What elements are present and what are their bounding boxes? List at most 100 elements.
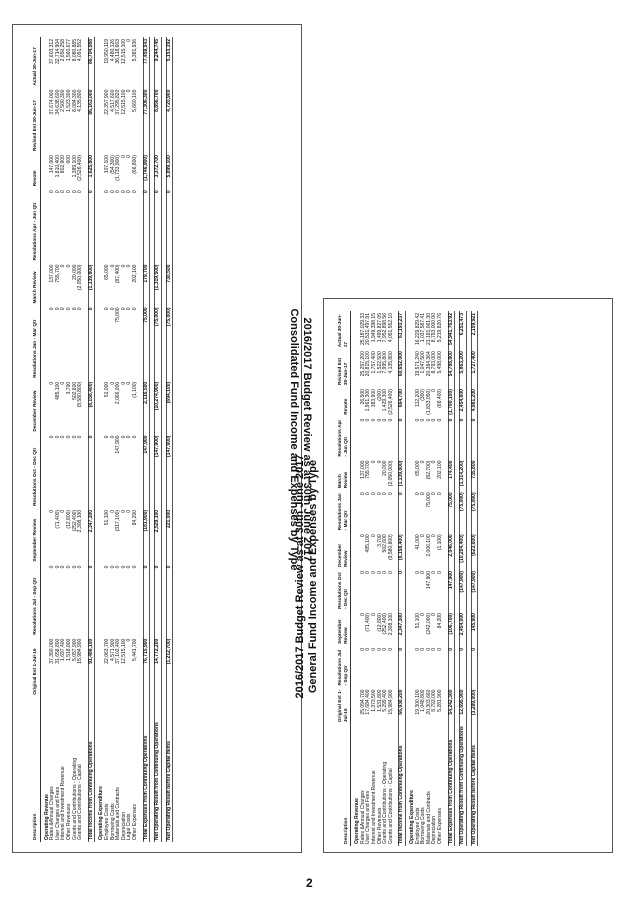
column-header: Resolutions Jul - Sep Qtr bbox=[33, 563, 41, 637]
cell-value: 0 bbox=[143, 188, 150, 263]
cell-value: 0 bbox=[436, 571, 443, 574]
cell-value: (2,050,000) bbox=[77, 264, 84, 291]
cell-value: 0 bbox=[88, 563, 95, 637]
cell-value: 0 bbox=[459, 645, 467, 688]
cell-value: (10,274,900) bbox=[154, 379, 162, 434]
net-result-before-capital-row: Net Operating Result before Capital Item… bbox=[471, 311, 478, 846]
cell-value: 0 bbox=[154, 563, 162, 637]
cell-description: Net Operating Result from Continuing Ope… bbox=[459, 724, 467, 846]
header-row: Description Original Est 1-Jul-16 Resoluti… bbox=[338, 311, 351, 846]
cell-value: (1,212,700) bbox=[166, 636, 173, 697]
cell-value: 54,941,763.92 bbox=[448, 311, 455, 350]
cell-value: (1,139,800) bbox=[398, 458, 406, 491]
cell-value: 735,800 bbox=[471, 458, 478, 491]
cell-value: (1,100) bbox=[436, 534, 443, 551]
cell-value: 84,200 bbox=[131, 509, 138, 526]
column-header: Resolutions Oct - Dec Qtr bbox=[338, 569, 351, 612]
cell-value: (2,526,400) bbox=[387, 389, 394, 415]
cell-value: 4,720,900 bbox=[166, 87, 173, 154]
column-header: Revised Est 30-Jun-17 bbox=[33, 87, 41, 154]
cell-value: (10,204,400) bbox=[459, 532, 467, 570]
cell-value: (147,900) bbox=[154, 433, 162, 508]
cell-value: 147,900 bbox=[143, 433, 150, 508]
column-header: Revised Est 30-Jun-17 bbox=[338, 349, 351, 388]
column-header: September Review bbox=[338, 611, 351, 646]
cell-value: 5,281,900 bbox=[436, 689, 443, 712]
cell-value: 179,700 bbox=[143, 262, 150, 306]
cell-value: 75,000 bbox=[448, 490, 455, 533]
column-header: Resolutions Jan - Mar Qtr bbox=[33, 305, 41, 380]
column-header: Actual 30-Jun-17 bbox=[338, 311, 351, 350]
cell-value: 0 bbox=[77, 190, 84, 194]
cell-value: 4,091,552.10 bbox=[387, 313, 394, 343]
column-header: Original Est 1-Jul-16 bbox=[338, 687, 351, 725]
column-header: Revote bbox=[338, 387, 351, 417]
column-header: December Review bbox=[338, 532, 351, 570]
cell-value: (1,139,800) bbox=[88, 262, 95, 306]
cell-value: (2,050,000) bbox=[387, 460, 394, 487]
cell-value: (3,289,000) bbox=[471, 687, 478, 725]
cell-description: Total Expenses from Continuing Operation… bbox=[448, 724, 455, 846]
column-header: March Review bbox=[33, 262, 41, 306]
cell-value: 4,091,552 bbox=[77, 39, 84, 62]
cell-value: 0 bbox=[154, 188, 162, 263]
general-subtitle: General Fund Income and Expenses by Type bbox=[307, 459, 319, 694]
cell-value: 61,193,237 bbox=[398, 311, 406, 350]
cell-value: 77,306,300 bbox=[143, 87, 150, 154]
net-operating-result-row: Net Operating Result from Continuing Ope… bbox=[154, 37, 162, 842]
cell-value: 730,500 bbox=[166, 262, 173, 306]
consolidated-rotated-page: 2016/2017 Budget Review as at 30th June … bbox=[13, 25, 313, 854]
cell-value: 9,244,745 bbox=[154, 37, 162, 88]
cell-value: 0 bbox=[88, 433, 95, 508]
column-header: December Review bbox=[33, 379, 41, 434]
cell-value: (1,100) bbox=[131, 381, 138, 398]
cell-value: 12,695,900 bbox=[459, 687, 467, 725]
cell-value: 3,372,700 bbox=[154, 153, 162, 189]
cell-value: 0 bbox=[471, 645, 478, 688]
cell-value: 66,938,200 bbox=[398, 687, 406, 725]
cell-value: 2,308,100 bbox=[387, 613, 394, 636]
cell-description: Net Operating Result before Capital Item… bbox=[166, 696, 173, 842]
column-header: Actual 30-Jun-17 bbox=[33, 37, 41, 88]
cell-description: Total Income from Continuing Operations bbox=[88, 696, 95, 842]
cell-value: (147,900) bbox=[459, 569, 467, 612]
cell-value: 0 bbox=[387, 492, 394, 496]
cell-value: 4,135,800 bbox=[387, 351, 394, 374]
cell-value: 91,488,100 bbox=[88, 636, 95, 697]
consolidated-fund-panel: 2016/2017 Budget Review as at 30th June … bbox=[12, 24, 313, 854]
column-header: Original Est 1-Jul-16 bbox=[33, 636, 41, 697]
cell-value: 202,100 bbox=[131, 264, 138, 283]
cell-value: (8,158,400) bbox=[398, 532, 406, 570]
page-number: 2 bbox=[306, 876, 313, 890]
cell-value: 0 bbox=[88, 305, 95, 380]
cell-value: 174,400 bbox=[448, 458, 455, 491]
general-titles: 2016/2017 Budget Review as at 30th June … bbox=[294, 299, 320, 854]
cell-value: (2,526,400) bbox=[77, 155, 84, 181]
cell-value: 6,251,473 bbox=[459, 311, 467, 350]
cell-value: 0 bbox=[88, 188, 95, 263]
cell-value: 1,727,400 bbox=[471, 349, 478, 388]
cell-value: (75,000) bbox=[154, 305, 162, 380]
cell-value: (66,800) bbox=[131, 155, 138, 174]
consolidated-table: Description Original Est 1-Jul-16 Resoluti… bbox=[33, 37, 173, 842]
general-title: 2016/2017 Budget Review as at 30th June … bbox=[294, 454, 306, 699]
cell-value: 14,772,200 bbox=[154, 636, 162, 697]
column-header: Description bbox=[338, 724, 351, 846]
cell-value: 54,242,300 bbox=[448, 687, 455, 725]
cell-value: 5,899,100 bbox=[166, 153, 173, 189]
cell-value: 75,000 bbox=[143, 305, 150, 380]
cell-description: Total Income from Continuing Operations bbox=[398, 724, 406, 846]
cell-value: 0 bbox=[166, 563, 173, 637]
cell-value: 0 bbox=[398, 416, 406, 459]
cell-value: (9,580,800) bbox=[387, 534, 394, 560]
cell-value: 0 bbox=[448, 645, 455, 688]
cell-value: 0 bbox=[131, 307, 138, 311]
cell-value: (623,600) bbox=[471, 532, 478, 570]
cell-value: (9,580,800) bbox=[77, 381, 84, 408]
cell-value: 5,498,000 bbox=[436, 351, 443, 374]
cell-value: (1,790,100) bbox=[447, 387, 455, 417]
cell-value: 86,704,088 bbox=[88, 37, 95, 88]
cell-value: 0 bbox=[131, 435, 138, 439]
cell-value: 0 bbox=[77, 435, 84, 439]
cell-value: 2,454,000 bbox=[459, 611, 467, 646]
